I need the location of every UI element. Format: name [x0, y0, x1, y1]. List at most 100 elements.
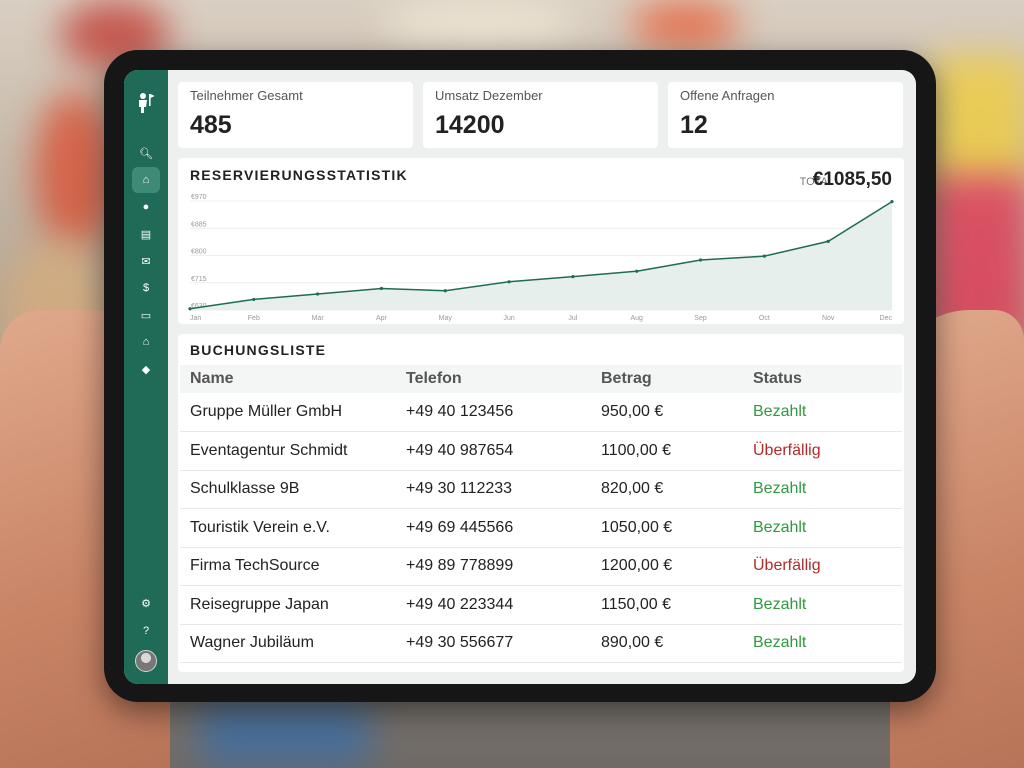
table-header-row: Name Telefon Betrag Status	[180, 365, 902, 393]
table-row[interactable]: Gruppe Müller GmbH +49 40 123456 950,00 € B…	[180, 393, 902, 432]
status-badge: Bezahlt	[743, 585, 902, 625]
booking-table: Name Telefon Betrag Status Gruppe Müller…	[180, 365, 902, 663]
stat-label: Offene Anfragen	[680, 88, 775, 103]
cell-name: Schulklasse 9B	[180, 470, 396, 509]
table-title: BUCHUNGSLISTE	[190, 342, 327, 358]
status-badge: Überfällig	[743, 547, 902, 586]
background-orange-object	[630, 0, 740, 50]
stat-value: 485	[190, 111, 232, 139]
x-tick-label: Mar	[312, 315, 325, 322]
background-red-object	[35, 90, 115, 250]
chart-point[interactable]	[252, 297, 256, 302]
booking-list-card: BUCHUNGSLISTE Name Telefon Betrag Status…	[178, 334, 904, 672]
chart-point[interactable]	[571, 275, 575, 279]
cell-name: Firma TechSource	[180, 547, 396, 586]
stat-card-participants: Teilnehmer Gesamt 485	[178, 82, 413, 148]
x-tick-label: Nov	[822, 315, 835, 322]
chart-series-line	[189, 201, 893, 310]
stat-value: 14200	[435, 111, 505, 139]
x-tick-label: Oct	[759, 315, 770, 322]
status-badge: Bezahlt	[743, 470, 902, 509]
chart-area	[190, 201, 892, 310]
stat-card-revenue: Umsatz Dezember 14200	[423, 82, 658, 148]
chart-point[interactable]	[762, 254, 766, 258]
table-row[interactable]: Firma TechSource +49 89 778899 1200,00 € Üb…	[180, 547, 902, 586]
tablet-device: 🔍︎ ⌂ ● ▤ ✉ $ ▭ ⌂ ◆ ⚙? Teilnehmer Gesamt 485 Umsa…	[104, 50, 936, 702]
cell-phone: +49 89 778899	[396, 547, 591, 586]
column-header-phone[interactable]: Telefon	[406, 370, 462, 387]
chart-point[interactable]	[379, 286, 384, 291]
x-tick-label: Dec	[880, 315, 893, 322]
bank-icon[interactable]: ⌂	[142, 336, 150, 348]
home-icon[interactable]: ⌂	[132, 167, 160, 193]
table-row[interactable]: Eventagentur Schmidt +49 40 987654 1100,00…	[180, 431, 902, 471]
cell-amount: 820,00 €	[591, 470, 743, 509]
reservation-chart: €970 €885 €800 €715 €630 Jan Feb Mar Apr May Jun Ju…	[188, 194, 894, 322]
cell-name: Wagner Jubiläum	[180, 624, 396, 663]
column-header-status[interactable]: Status	[753, 370, 802, 387]
chart-total-value: €1085,50	[812, 169, 892, 190]
stat-value: 12	[680, 111, 708, 139]
stat-label: Teilnehmer Gesamt	[190, 88, 303, 103]
column-header-amount[interactable]: Betrag	[601, 370, 652, 387]
cell-phone: +49 30 112233	[396, 470, 591, 509]
cell-amount: 890,00 €	[591, 624, 743, 663]
chart-point[interactable]	[188, 307, 192, 311]
help-icon[interactable]: ?	[142, 625, 150, 637]
cell-name: Touristik Verein e.V.	[180, 508, 396, 548]
search-icon[interactable]: 🔍︎	[139, 147, 153, 160]
cell-phone: +49 40 223344	[396, 585, 591, 625]
stats-row: Teilnehmer Gesamt 485 Umsatz Dezember 14…	[178, 82, 908, 148]
chart-point[interactable]	[826, 239, 830, 243]
chart-point[interactable]	[890, 200, 894, 204]
chart-point[interactable]	[443, 289, 447, 293]
stat-card-open-requests: Offene Anfragen 12	[668, 82, 903, 148]
y-tick-label: €630	[191, 303, 207, 310]
cell-amount: 1100,00 €	[591, 431, 743, 471]
x-tick-label: Aug	[630, 315, 643, 322]
tablet-screen: 🔍︎ ⌂ ● ▤ ✉ $ ▭ ⌂ ◆ ⚙? Teilnehmer Gesamt 485 Umsa…	[124, 70, 916, 684]
avatar[interactable]	[135, 650, 157, 672]
cash-icon[interactable]: ▭	[140, 309, 152, 322]
table-row[interactable]: Touristik Verein e.V. +49 69 445566 1050,0…	[180, 508, 902, 548]
y-tick-label: €800	[191, 249, 207, 256]
background-yellow-shelf	[930, 55, 1024, 185]
table-row[interactable]: Schulklasse 9B +49 30 112233 820,00 € Bezah…	[180, 470, 902, 509]
x-tick-label: Feb	[248, 315, 260, 322]
chart-title: RESERVIERUNGSSTATISTIK	[190, 167, 408, 183]
gear-icon[interactable]: ⚙	[141, 597, 151, 610]
x-tick-label: May	[439, 315, 453, 322]
invoice-icon[interactable]: $	[142, 282, 150, 294]
mail-icon[interactable]: ✉	[141, 255, 151, 268]
table-row[interactable]: Wagner Jubiläum +49 30 556677 890,00 € Beza…	[180, 624, 902, 663]
cell-name: Gruppe Müller GmbH	[180, 393, 396, 432]
id-card-icon[interactable]: ▤	[140, 228, 152, 241]
cell-amount: 1050,00 €	[591, 508, 743, 548]
tag-icon[interactable]: ◆	[141, 363, 151, 376]
y-tick-label: €970	[191, 194, 207, 201]
status-badge: Bezahlt	[743, 508, 902, 548]
table-row[interactable]: Reisegruppe Japan +49 40 223344 1150,00 € B…	[180, 585, 902, 625]
cell-amount: 1150,00 €	[591, 585, 743, 625]
status-badge: Bezahlt	[743, 624, 902, 663]
status-badge: Überfällig	[743, 431, 902, 471]
chart-point[interactable]	[635, 269, 639, 273]
background-blue-object	[200, 700, 370, 768]
cell-name: Reisegruppe Japan	[180, 585, 396, 625]
stat-label: Umsatz Dezember	[435, 88, 543, 103]
cell-phone: +49 40 987654	[396, 431, 591, 471]
x-tick-label: Jul	[568, 315, 577, 322]
status-badge: Bezahlt	[743, 393, 902, 432]
chart-point[interactable]	[698, 258, 703, 262]
cell-phone: +49 30 556677	[396, 624, 591, 663]
user-icon[interactable]: ●	[142, 201, 150, 213]
cell-phone: +49 40 123456	[396, 393, 591, 432]
background-ceiling-light	[380, 0, 580, 45]
main-content: Teilnehmer Gesamt 485 Umsatz Dezember 14…	[168, 70, 916, 684]
x-tick-label: Sep	[694, 315, 707, 322]
person-flag-icon[interactable]	[136, 92, 156, 120]
chart-point[interactable]	[316, 292, 320, 296]
column-header-name[interactable]: Name	[190, 370, 234, 387]
chart-point[interactable]	[507, 280, 511, 284]
x-tick-label: Apr	[376, 315, 388, 322]
